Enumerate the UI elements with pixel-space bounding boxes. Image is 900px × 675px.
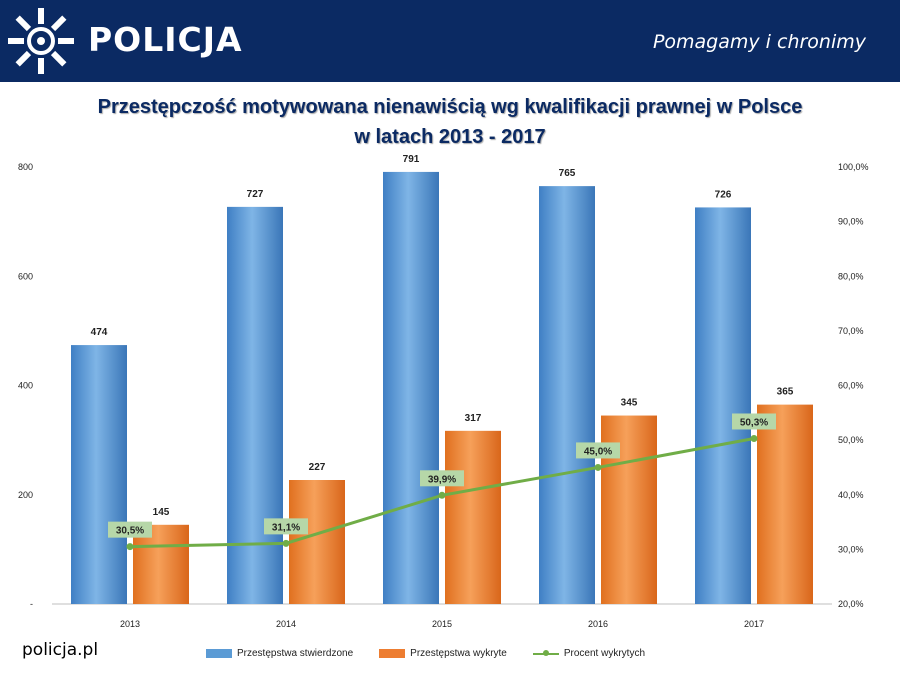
bar-wykryte xyxy=(445,430,501,604)
legend-swatch-orange xyxy=(379,649,406,658)
y-right-tick-label: 50,0% xyxy=(838,435,864,445)
data-label-box-procent xyxy=(264,518,308,535)
header-slogan: Pomagamy i chronimy xyxy=(652,31,866,53)
legend-label-procent: Procent wykrytych xyxy=(563,648,646,659)
data-label-wykryte: 145 xyxy=(153,507,170,518)
bar-wykryte xyxy=(133,524,189,604)
y-right-tick-label: 80,0% xyxy=(838,271,864,281)
data-label-procent: 31,1% xyxy=(272,522,300,533)
legend-item-wykryte: Przestępstwa wykryte xyxy=(379,648,507,659)
police-star-icon xyxy=(8,8,74,74)
bar-stwierdzone xyxy=(227,206,283,604)
y-right-tick-label: 100,0% xyxy=(838,162,869,172)
chart-area: - 200 400 600 800 20,0% 30,0% 40,0% 50,0% 60,0% 70… xyxy=(18,155,869,629)
x-tick-label: 2016 xyxy=(588,619,608,629)
data-label-procent: 39,9% xyxy=(428,474,456,485)
y-right-tick-label: 20,0% xyxy=(838,599,864,609)
legend-swatch-green-line xyxy=(532,649,559,658)
bar-stwierdzone xyxy=(539,186,595,604)
data-label-procent: 45,0% xyxy=(584,446,612,457)
y-right-tick-label: 90,0% xyxy=(838,217,864,227)
x-tick-label: 2015 xyxy=(432,619,452,629)
bar-wykryte xyxy=(289,480,345,604)
brand-logo-text: POLICJA xyxy=(88,20,243,59)
legend-item-stwierdzone: Przestępstwa stwierdzone xyxy=(206,648,353,659)
data-label-box-procent xyxy=(108,521,152,538)
bar-stwierdzone xyxy=(383,171,439,604)
bar-stwierdzone xyxy=(71,345,127,604)
y-right-tick-label: 30,0% xyxy=(838,544,864,554)
chart-title-line-1: Przestępczość motywowana nienawiścią wg … xyxy=(97,96,803,118)
legend-item-procent: Procent wykrytych xyxy=(532,648,646,659)
data-label-wykryte: 227 xyxy=(309,462,326,473)
header-bar: POLICJA Pomagamy i chronimy xyxy=(0,0,900,82)
y-right-tick-label: 60,0% xyxy=(838,381,864,391)
data-label-stwierdzone: 727 xyxy=(247,189,264,200)
y-left-tick-label: 400 xyxy=(18,381,33,391)
bar-stwierdzone xyxy=(695,207,751,605)
point-procent xyxy=(438,491,446,499)
point-procent xyxy=(750,434,758,442)
data-label-box-procent xyxy=(732,413,776,430)
point-procent xyxy=(282,539,290,547)
chart-title-line-2: w latach 2013 - 2017 xyxy=(354,126,546,148)
legend-label-stwierdzone: Przestępstwa stwierdzone xyxy=(237,648,354,659)
footer-site-name: policja.pl xyxy=(22,640,99,660)
data-label-box-procent xyxy=(576,442,620,459)
data-label-wykryte: 365 xyxy=(777,387,794,398)
data-label-wykryte: 317 xyxy=(465,413,482,424)
data-label-wykryte: 345 xyxy=(621,398,638,409)
legend-swatch-blue xyxy=(206,649,232,658)
chart-legend: Przestępstwa stwierdzone Przestępstwa wy… xyxy=(206,648,645,659)
data-label-procent: 50,3% xyxy=(740,417,768,428)
data-label-procent: 30,5% xyxy=(116,526,144,537)
chart-title: Przestępczość motywowana nienawiścią wg … xyxy=(0,92,900,152)
y-left-tick-label: 200 xyxy=(18,490,33,500)
data-label-stwierdzone: 791 xyxy=(403,155,420,165)
x-tick-label: 2014 xyxy=(276,619,296,629)
legend-label-wykryte: Przestępstwa wykryte xyxy=(410,648,507,659)
y-left-tick-label: 800 xyxy=(18,162,33,172)
x-tick-label: 2017 xyxy=(744,619,764,629)
y-left-tick-label: - xyxy=(30,599,33,609)
point-procent xyxy=(126,543,134,551)
data-label-stwierdzone: 765 xyxy=(559,168,576,179)
data-label-stwierdzone: 726 xyxy=(715,189,732,200)
y-left-tick-label: 600 xyxy=(18,271,33,281)
data-label-box-procent xyxy=(420,470,464,487)
x-tick-label: 2013 xyxy=(120,619,140,629)
point-procent xyxy=(594,463,602,471)
bar-wykryte xyxy=(757,404,813,604)
y-right-tick-label: 40,0% xyxy=(838,490,864,500)
y-right-tick-label: 70,0% xyxy=(838,326,864,336)
data-label-stwierdzone: 474 xyxy=(91,327,108,338)
